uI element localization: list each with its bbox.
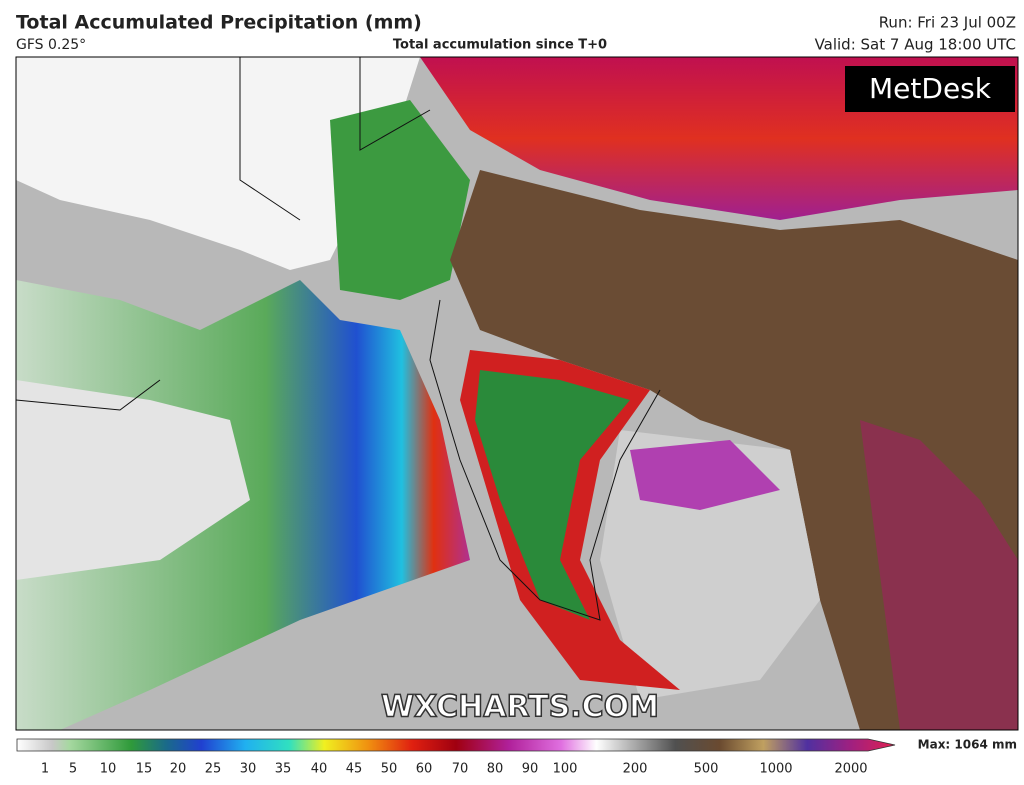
run-time: Run: Fri 23 Jul 00Z: [879, 14, 1016, 32]
arabia-dry: [16, 57, 420, 270]
colorbar-tick-label: 10: [100, 762, 117, 777]
myanmar-rain: [860, 420, 1018, 730]
colorbar-tick-label: 30: [240, 762, 257, 777]
colorbar-tick-label: 20: [170, 762, 187, 777]
colorbar-tick-label: 25: [205, 762, 222, 777]
map-frame: [15, 56, 1019, 731]
subtitle: Total accumulation since T+0: [393, 38, 607, 53]
india-dry-region: [450, 170, 1018, 730]
watermark: WXCHARTS.COM: [381, 690, 659, 725]
bengal-rain: [630, 440, 780, 510]
borders: [16, 57, 661, 621]
model: GFS 0.25°: [16, 37, 86, 53]
colorbar-tick-label: 40: [311, 762, 328, 777]
title: Total Accumulated Precipitation (mm): [16, 12, 422, 34]
colorbar-tick-label: 100: [553, 762, 578, 777]
colorbar: [16, 738, 896, 752]
colorbar-tick-label: 500: [694, 762, 719, 777]
peninsula-green: [475, 370, 630, 620]
colorbar-tick-label: 5: [69, 762, 77, 777]
pakistan-rain: [330, 100, 470, 300]
colorbar-tick-label: 50: [381, 762, 398, 777]
colorbar-tick-label: 80: [487, 762, 504, 777]
logo-box: [845, 66, 1015, 112]
max-value: Max: 1064 mm: [918, 738, 1017, 752]
colorbar-tick-label: 1000: [759, 762, 792, 777]
colorbar-tick-label: 200: [623, 762, 648, 777]
colorbar-tick-label: 90: [522, 762, 539, 777]
valid-time: Valid: Sat 7 Aug 18:00 UTC: [815, 36, 1016, 54]
colorbar-tick-label: 1: [41, 762, 49, 777]
colorbar-tick-label: 2000: [834, 762, 867, 777]
dry-sea: [16, 380, 250, 580]
colorbar-tick-label: 60: [416, 762, 433, 777]
arabian-sea-band: [16, 280, 470, 730]
colorbar-tick-label: 70: [452, 762, 469, 777]
colorbar-tick-label: 15: [136, 762, 153, 777]
map: MetDesk WXCHARTS.COM: [16, 57, 1018, 730]
colorbar-tick-label: 45: [346, 762, 363, 777]
colorbar-ticks: 1 5 10 15 20 25 30 35 40 45 50 60 70 80 90 100 200 500 100…: [41, 762, 868, 777]
colorbar-tick-label: 35: [275, 762, 292, 777]
logo: MetDesk: [869, 72, 992, 105]
